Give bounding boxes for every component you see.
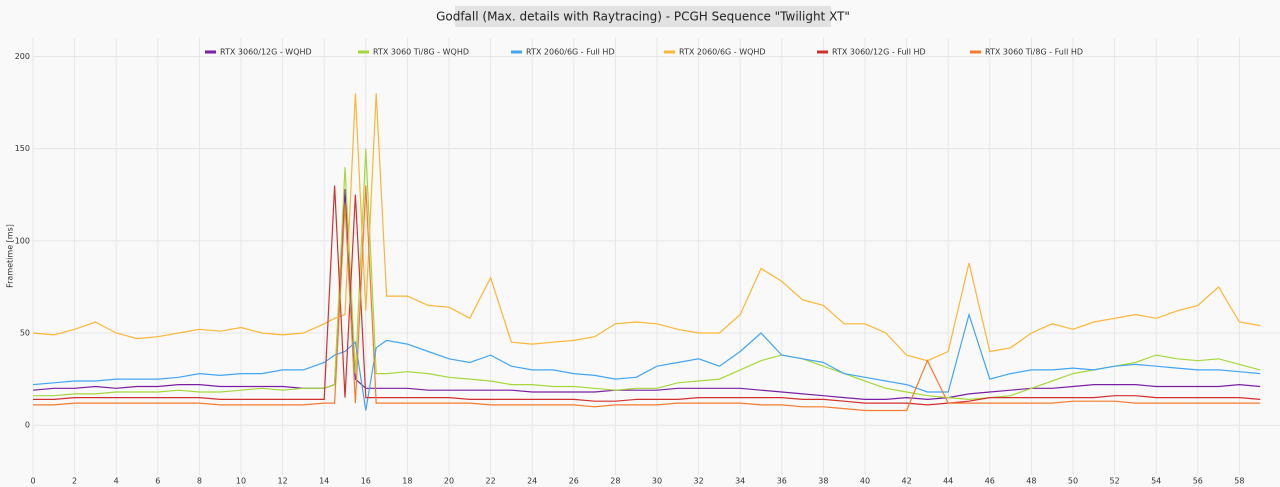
x-tick-label: 28: [610, 477, 620, 486]
legend-swatch: [817, 50, 828, 54]
x-tick-label: 10: [236, 477, 246, 486]
x-tick-label: 6: [155, 477, 160, 486]
legend-label: RTX 3060/12G - WQHD: [220, 48, 312, 57]
legend-label: RTX 3060 Ti/8G - WQHD: [373, 48, 469, 57]
series-line: [33, 185, 1261, 412]
x-tick-label: 32: [694, 477, 704, 486]
x-tick-label: 12: [278, 477, 288, 486]
x-tick-label: 40: [860, 477, 870, 486]
legend-label: RTX 2060/6G - WQHD: [679, 48, 766, 57]
legend-swatch: [358, 50, 369, 54]
x-tick-label: 52: [1110, 477, 1120, 486]
x-tick-label: 46: [985, 477, 995, 486]
legend-label: RTX 3060/12G - Full HD: [832, 48, 926, 57]
legend-label: RTX 2060/6G - Full HD: [526, 48, 615, 57]
legend-swatch: [205, 50, 216, 54]
x-tick-label: 54: [1151, 477, 1161, 486]
legend-swatch: [664, 50, 675, 54]
x-tick-label: 4: [114, 477, 119, 486]
x-tick-label: 14: [319, 477, 329, 486]
x-tick-label: 30: [652, 477, 662, 486]
chart-title: Godfall (Max. details with Raytracing) -…: [436, 10, 850, 24]
x-tick-label: 42: [902, 477, 912, 486]
x-tick-label: 24: [527, 477, 537, 486]
legend-label: RTX 3060 Ti/8G - Full HD: [985, 48, 1083, 57]
y-tick-label: 100: [15, 236, 30, 245]
x-tick-label: 58: [1234, 477, 1244, 486]
legend-swatch: [511, 50, 522, 54]
x-tick-label: 38: [818, 477, 828, 486]
x-tick-label: 34: [735, 477, 745, 486]
x-tick-label: 26: [569, 477, 579, 486]
x-tick-label: 48: [1026, 477, 1036, 486]
series-line: [32, 93, 1261, 362]
y-tick-label: 200: [15, 52, 30, 61]
series-line: [33, 148, 1261, 401]
y-axis-label: Frametime [ms]: [6, 224, 15, 288]
legend-swatch: [970, 50, 981, 54]
series-line: [32, 312, 1261, 411]
x-tick-label: 18: [402, 477, 412, 486]
x-tick-label: 8: [197, 477, 202, 486]
x-tick-label: 20: [444, 477, 454, 486]
x-tick-label: 2: [72, 477, 77, 486]
y-tick-label: 50: [20, 329, 30, 338]
series-line: [33, 185, 1261, 406]
x-tick-label: 16: [361, 477, 371, 486]
y-tick-label: 0: [25, 421, 30, 430]
x-tick-label: 44: [943, 477, 953, 486]
y-tick-label: 150: [15, 144, 30, 153]
x-tick-label: 36: [777, 477, 787, 486]
x-tick-label: 56: [1193, 477, 1203, 486]
x-tick-label: 50: [1068, 477, 1078, 486]
title-box: [455, 6, 831, 27]
x-tick-label: 22: [486, 477, 496, 486]
x-tick-label: 0: [30, 477, 35, 486]
